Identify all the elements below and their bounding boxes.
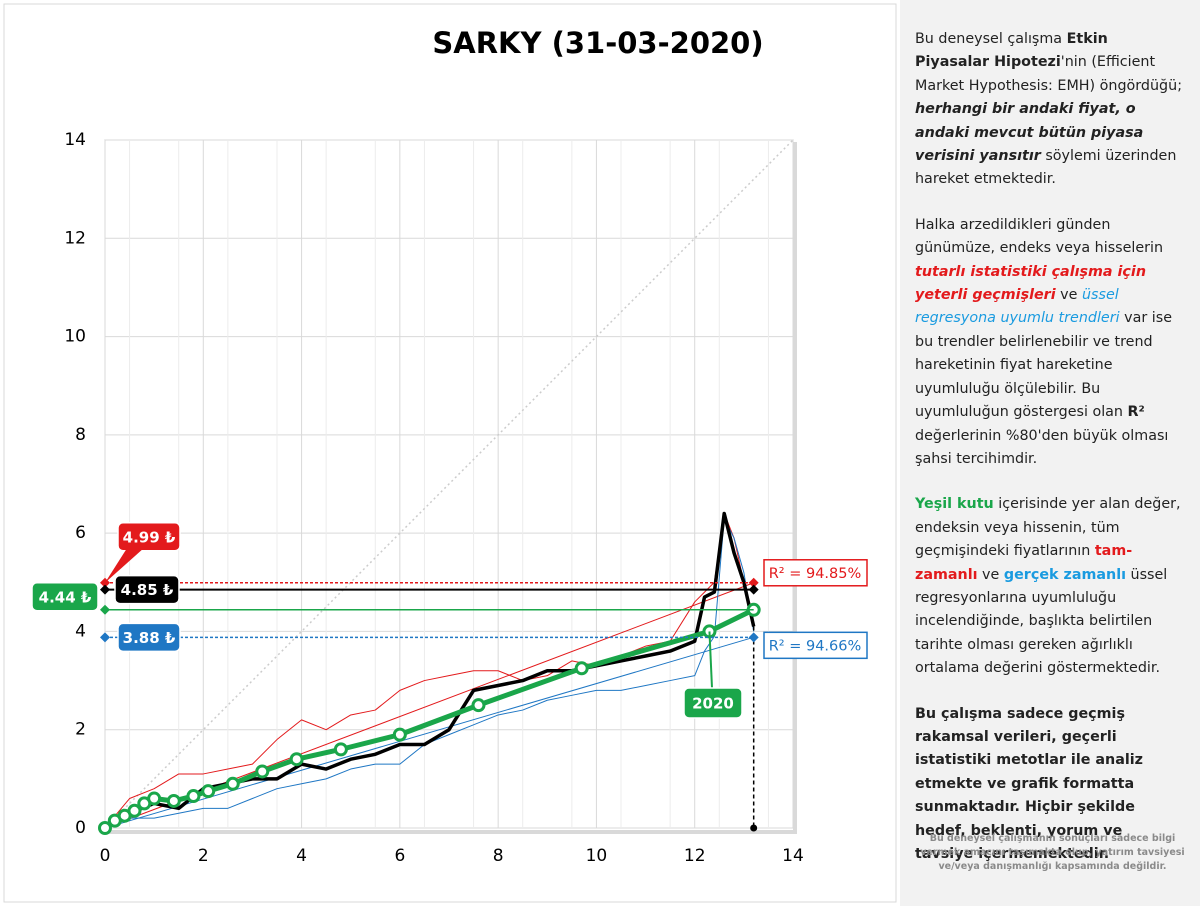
level-label: 4.99 ₺ xyxy=(123,528,176,546)
text: R² xyxy=(1127,404,1145,421)
text: içerisinde yer alan değer, endeksin veya… xyxy=(915,496,1181,560)
x-tick-label: 4 xyxy=(296,846,307,866)
level-label: 3.88 ₺ xyxy=(123,629,176,647)
chart-title: SARKY (31-03-2020) xyxy=(432,26,763,60)
r2-label: R² = 94.85% xyxy=(769,566,862,582)
end-dot xyxy=(750,824,758,832)
x-tick-label: 8 xyxy=(493,846,504,866)
level-box xyxy=(114,574,180,605)
marker xyxy=(225,776,240,791)
text: değerlerinin %80'den büyük olması şahsi … xyxy=(915,427,1169,467)
x-tick-label: 0 xyxy=(100,846,111,866)
paragraph: Halka arzedildikleri günden günümüze, en… xyxy=(915,214,1185,471)
marker xyxy=(289,752,304,767)
text: Etkin Piyasalar Hipotezi xyxy=(915,31,1108,71)
text: 'nin (Efficient Market Hypothesis: EMH) … xyxy=(915,54,1183,94)
series-line xyxy=(104,512,755,829)
paragraph: Yeşil kutu içerisinde yer alan değer, en… xyxy=(915,493,1185,680)
level-marker xyxy=(100,604,110,615)
r2-box xyxy=(763,559,868,587)
level-marker xyxy=(100,632,110,643)
level-marker xyxy=(100,584,110,595)
level-label: 4.85 ₺ xyxy=(121,581,174,599)
level-box xyxy=(117,622,181,653)
marker xyxy=(201,784,216,799)
callout-pointer xyxy=(105,549,142,583)
y-tick-label: 2 xyxy=(75,720,86,740)
x-tick-label: 6 xyxy=(394,846,405,866)
annotation-box xyxy=(683,687,743,719)
marker xyxy=(186,789,201,804)
y-tick-label: 0 xyxy=(75,818,86,838)
text: var ise bu trendler belirlenebilir ve tr… xyxy=(915,310,1172,421)
x-tick-label: 14 xyxy=(782,846,804,866)
text: tutarlı istatistiki çalışma için yeterli… xyxy=(915,263,1146,304)
disclaimer: Bu deneysel çalışmanın sonuçları sadece … xyxy=(920,833,1185,872)
marker xyxy=(392,727,407,742)
text: Bu çalışma sadece geçmiş rakamsal verile… xyxy=(915,705,1143,862)
series-line xyxy=(104,517,755,829)
r2-label: R² = 94.66% xyxy=(769,638,862,654)
trend-line xyxy=(104,636,754,829)
info-panel: Bu deneysel çalışma Etkin Piyasalar Hipo… xyxy=(900,0,1200,906)
y-tick-label: 12 xyxy=(64,228,86,248)
paragraph: Bu çalışma sadece geçmiş rakamsal verile… xyxy=(915,703,1185,867)
level-marker xyxy=(748,577,759,588)
marker xyxy=(333,742,348,757)
marker xyxy=(98,821,112,835)
level-label: 4.44 ₺ xyxy=(39,588,92,606)
text: üssel regresyonlarına uyumluluğu incelen… xyxy=(915,566,1168,677)
marker xyxy=(127,803,142,818)
y-tick-label: 4 xyxy=(75,621,86,641)
text: Halka arzedildikleri günden günümüze, en… xyxy=(915,216,1164,257)
x-tick-label: 2 xyxy=(198,846,209,866)
text: gerçek zamanlı xyxy=(1003,566,1126,583)
marker xyxy=(574,661,589,676)
marker xyxy=(255,764,270,779)
annotation-label: 2020 xyxy=(692,695,734,713)
x-tick-label: 12 xyxy=(684,846,706,866)
text: herhangi bir andaki fiyat, o andaki mevc… xyxy=(915,101,1144,165)
annotation-pointer xyxy=(708,631,713,689)
text: ve xyxy=(1055,287,1082,304)
reference-line xyxy=(104,139,794,829)
text: söylemi üzerinden hareket etmektedir. xyxy=(915,148,1177,188)
text: Bu deneysel çalışma xyxy=(915,31,1067,47)
text: ve xyxy=(977,566,1004,583)
marker xyxy=(147,791,162,806)
chart: SARKY (31-03-2020) @necip_tansel02468101… xyxy=(3,3,897,903)
marker xyxy=(166,793,181,808)
text: üssel regresyona uyumlu trendleri xyxy=(915,287,1120,327)
level-box xyxy=(117,522,181,552)
y-tick-label: 6 xyxy=(75,523,86,543)
text: tam-zamanlı xyxy=(915,543,1133,583)
y-tick-label: 14 xyxy=(64,130,86,150)
paragraph: Bu deneysel çalışma Etkin Piyasalar Hipo… xyxy=(915,28,1185,192)
r2-box xyxy=(763,631,868,660)
level-marker xyxy=(748,584,759,595)
x-tick-label: 10 xyxy=(586,846,608,866)
marker xyxy=(471,698,486,713)
text: Yeşil kutu xyxy=(915,496,994,513)
level-box xyxy=(31,582,99,612)
y-tick-label: 8 xyxy=(75,425,86,445)
level-marker xyxy=(748,632,759,643)
y-tick-label: 10 xyxy=(64,327,86,347)
